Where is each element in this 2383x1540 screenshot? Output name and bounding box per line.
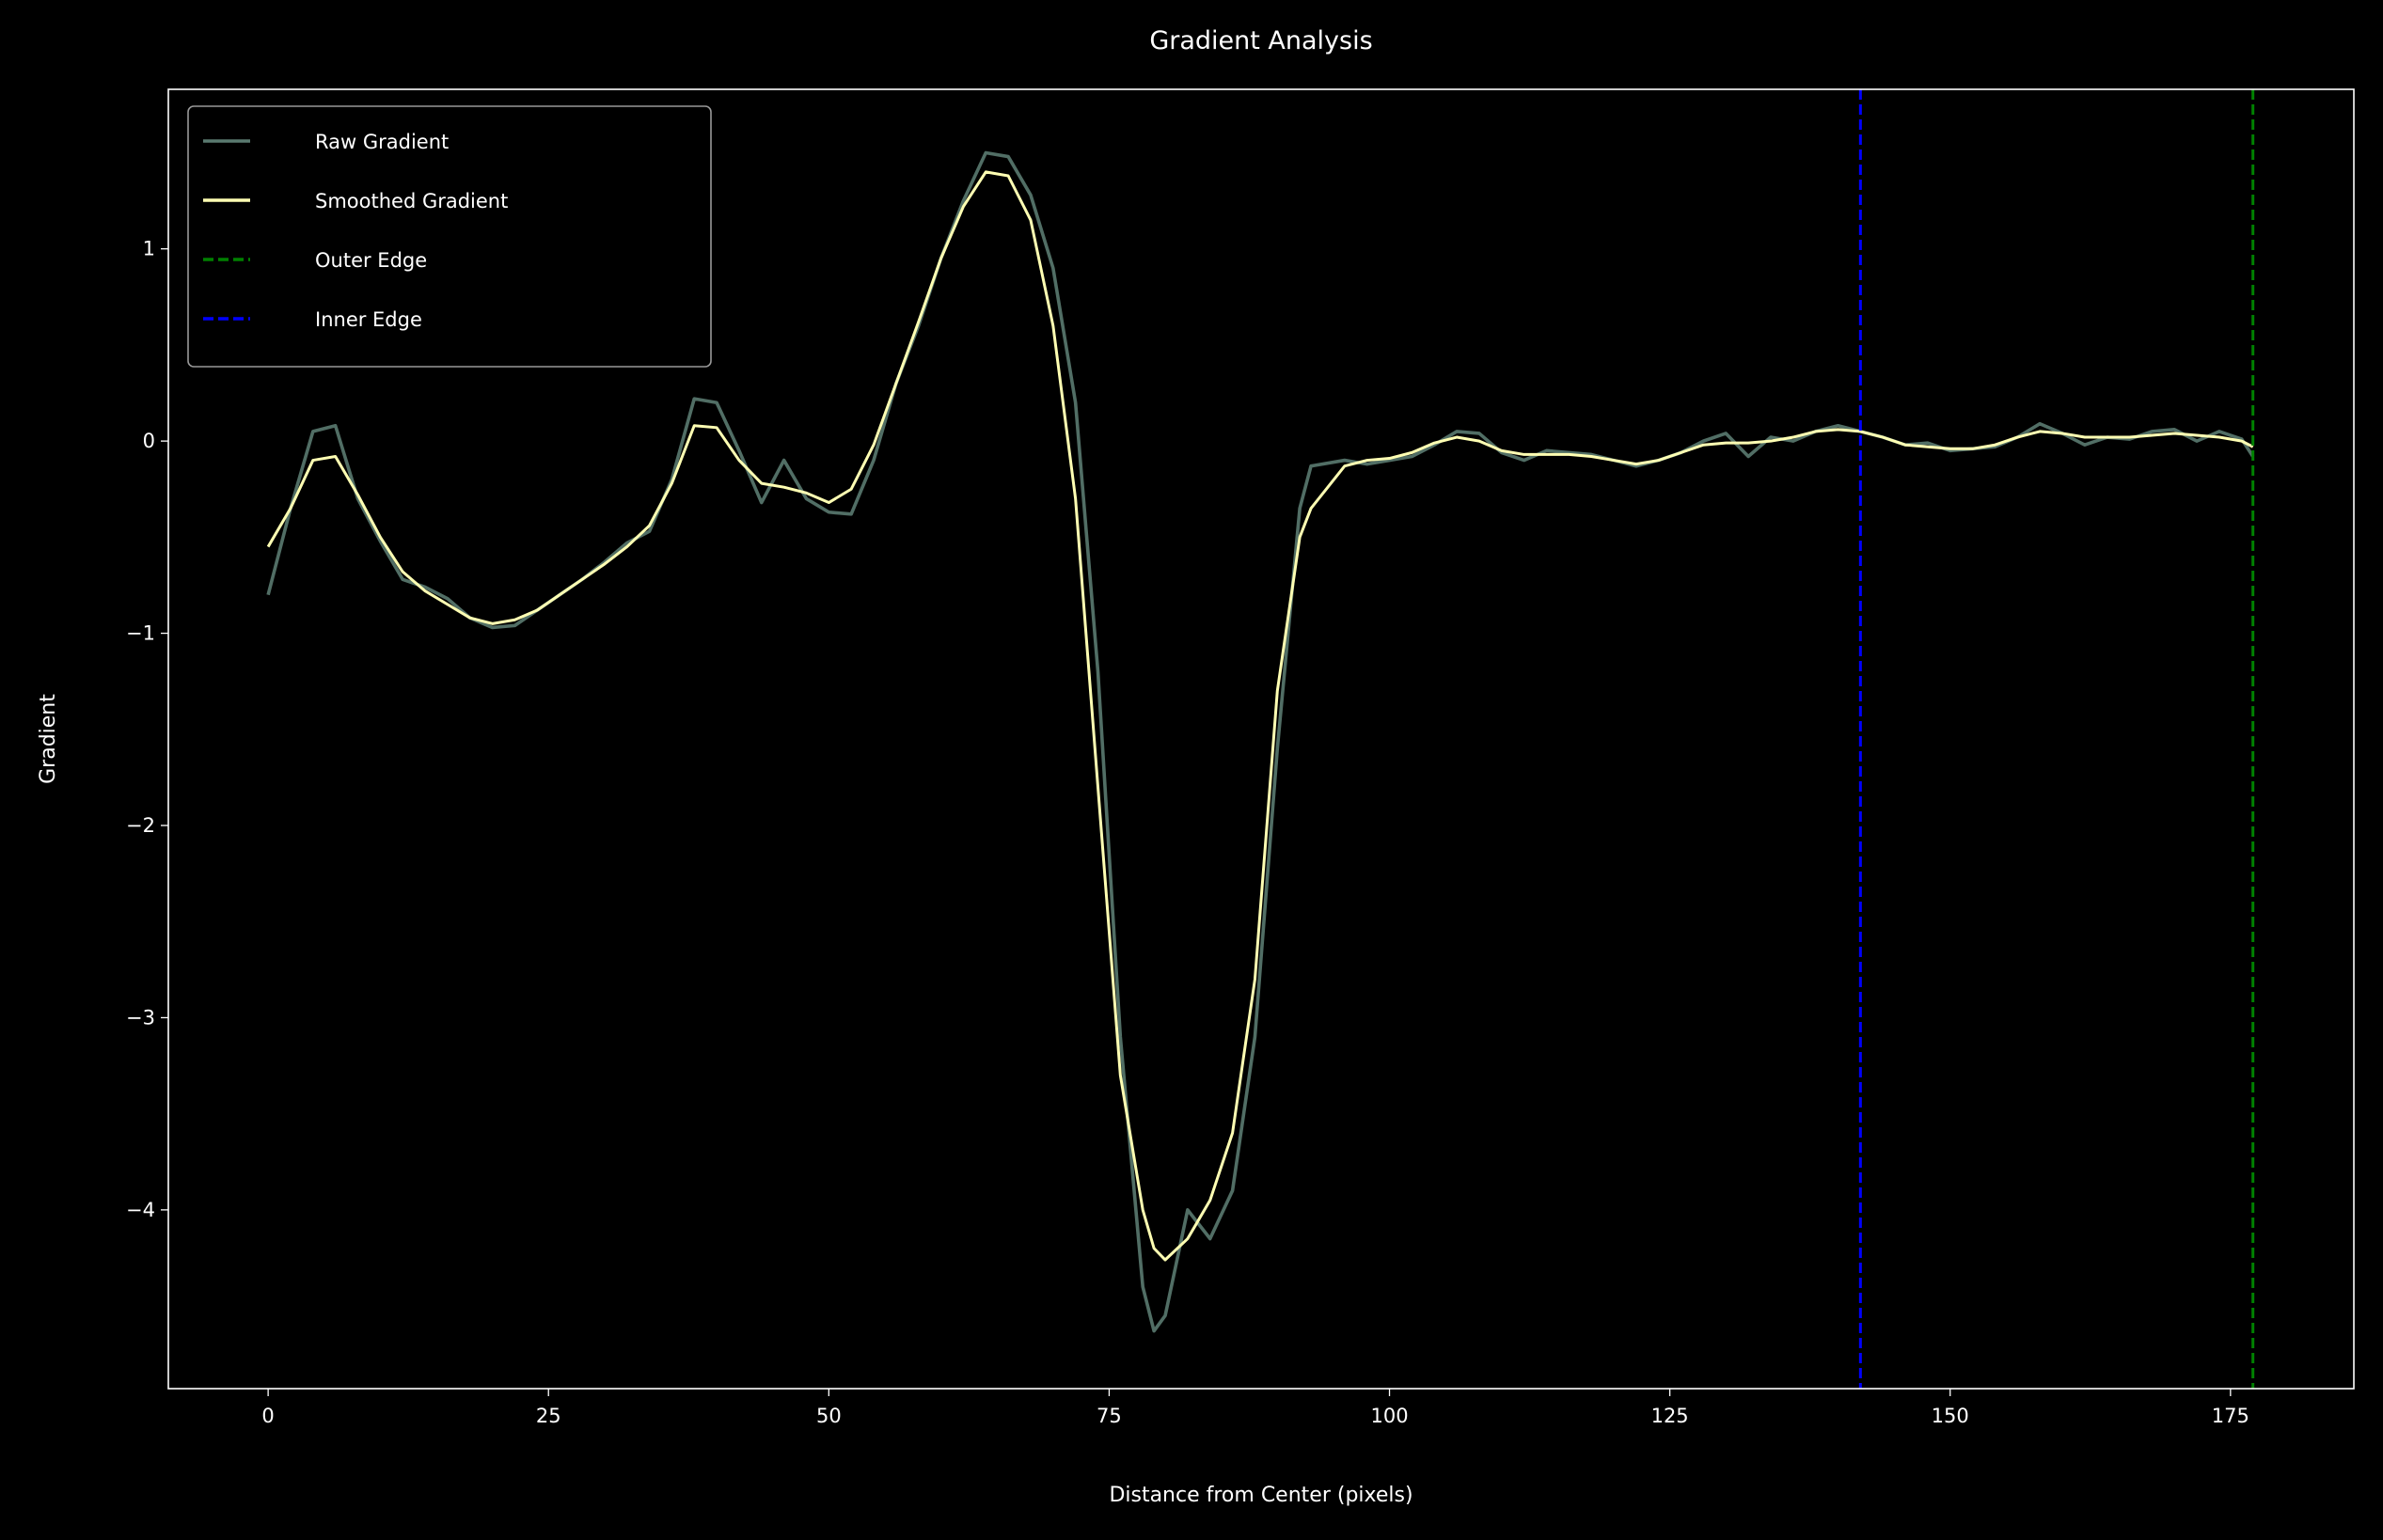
legend-label: Smoothed Gradient	[315, 190, 508, 212]
x-tick-label: 75	[1097, 1405, 1122, 1427]
chart-title: Gradient Analysis	[1149, 26, 1372, 55]
x-axis-label: Distance from Center (pixels)	[1109, 1484, 1412, 1507]
y-tick-label: 1	[143, 238, 155, 260]
y-axis-label: Gradient	[37, 694, 60, 784]
legend-box	[187, 105, 712, 368]
y-tick-label: −3	[126, 1006, 155, 1029]
axes-frame	[167, 88, 2355, 1390]
x-tick-label: 50	[816, 1405, 842, 1427]
series-line	[266, 170, 2254, 1262]
plot-area	[266, 89, 2255, 1389]
y-tick-label: 0	[143, 430, 155, 452]
legend-label: Outer Edge	[315, 249, 427, 272]
x-tick-label: 125	[1651, 1405, 1689, 1427]
y-tick-label: −4	[126, 1199, 155, 1221]
x-tick-label: 150	[1932, 1405, 1969, 1427]
x-tick-label: 175	[2212, 1405, 2249, 1427]
legend-label: Raw Gradient	[315, 131, 449, 153]
series-line	[266, 150, 2255, 1333]
y-tick-label: −1	[126, 622, 155, 645]
x-tick-label: 25	[536, 1405, 561, 1427]
x-tick-label: 100	[1370, 1405, 1408, 1427]
x-tick-label: 0	[261, 1405, 274, 1427]
legend-label: Inner Edge	[315, 308, 422, 331]
y-tick-label: −2	[126, 814, 155, 837]
